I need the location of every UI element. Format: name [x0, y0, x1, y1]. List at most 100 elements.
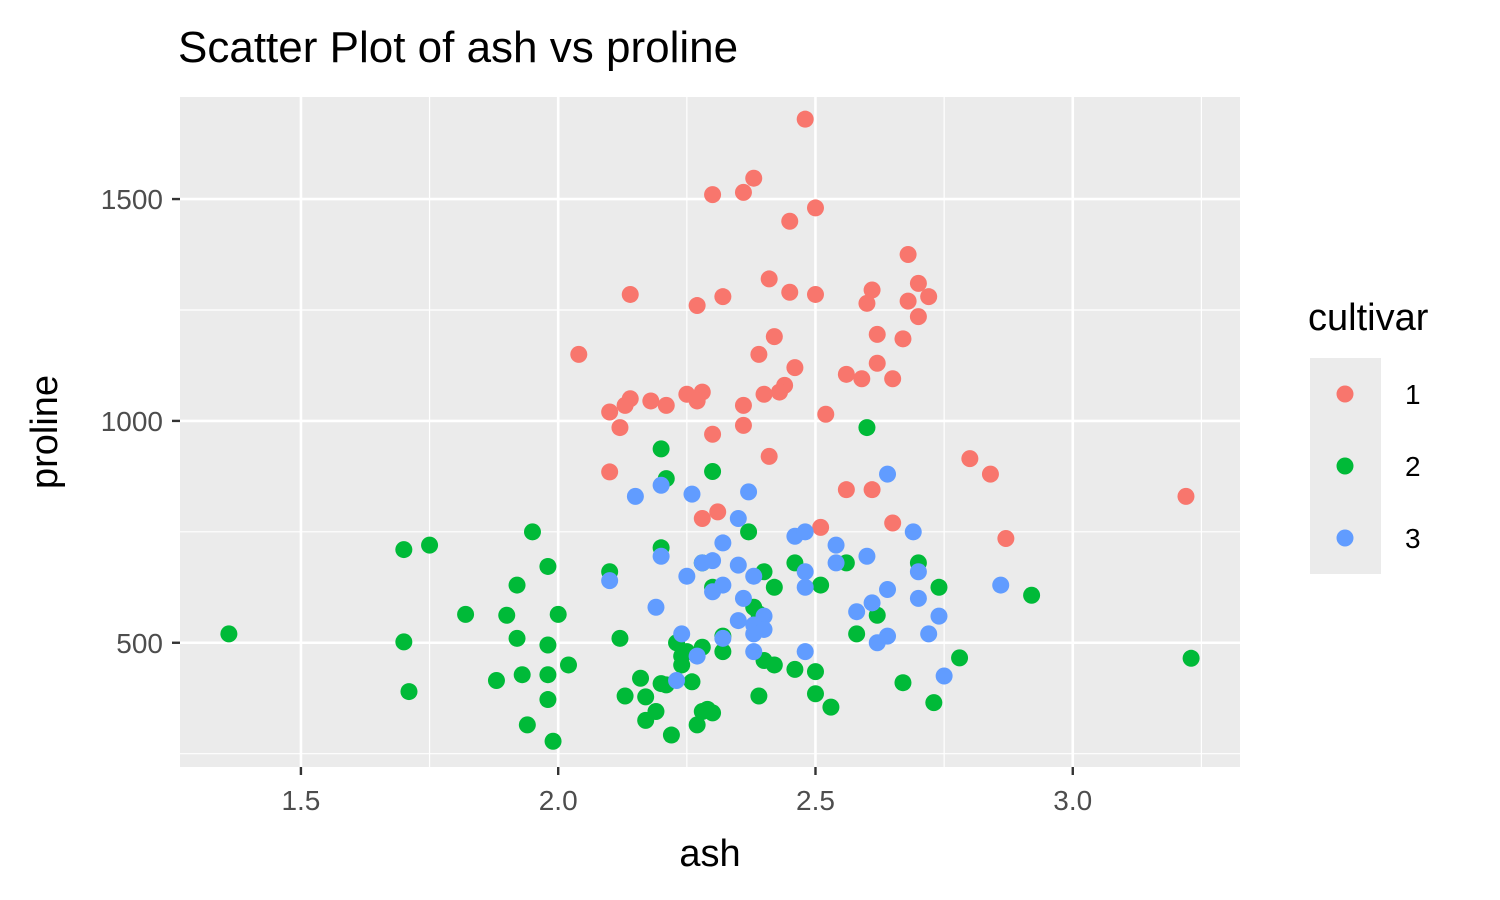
data-point: [539, 557, 557, 575]
data-point: [899, 246, 917, 264]
data-point: [997, 529, 1015, 547]
data-point: [858, 419, 876, 437]
chart-title: Scatter Plot of ash vs proline: [178, 23, 738, 72]
data-point: [518, 716, 536, 734]
data-point: [704, 425, 722, 443]
data-point: [909, 563, 927, 581]
data-point: [884, 514, 902, 532]
data-point: [863, 594, 881, 612]
data-point: [812, 576, 830, 594]
x-tick-label: 1.5: [281, 785, 320, 816]
data-point: [868, 634, 886, 652]
data-point: [611, 419, 629, 437]
data-point: [755, 385, 773, 403]
data-point: [899, 292, 917, 310]
data-point: [879, 581, 897, 599]
legend-label-3: 3: [1405, 523, 1421, 554]
data-point: [539, 666, 557, 684]
data-point: [992, 576, 1010, 594]
data-point: [683, 485, 701, 503]
axis-ticks: 1.5 2.0 2.5 3.0 500 1000 1500: [101, 184, 1093, 816]
data-point: [616, 687, 634, 705]
data-point: [673, 625, 691, 643]
data-point: [688, 297, 706, 315]
data-point: [688, 392, 706, 410]
data-point: [750, 687, 768, 705]
data-point: [652, 440, 670, 458]
data-point: [817, 405, 835, 423]
legend-key-1: [1336, 385, 1354, 403]
data-point: [930, 607, 948, 625]
data-point: [570, 345, 588, 363]
data-point: [781, 283, 799, 301]
data-point: [729, 556, 747, 574]
series-3: [601, 465, 1010, 689]
data-point: [704, 552, 722, 570]
data-point: [760, 270, 778, 288]
data-point: [909, 274, 927, 292]
data-point: [951, 649, 969, 667]
data-point: [688, 647, 706, 665]
data-point: [714, 629, 732, 647]
data-point: [765, 578, 783, 596]
data-point: [539, 636, 557, 654]
data-point: [925, 694, 943, 712]
grid-minor-lines: [180, 97, 1240, 767]
x-tick-label: 2.5: [796, 785, 835, 816]
data-point: [704, 704, 722, 722]
data-point: [796, 643, 814, 661]
legend: cultivar 1 2 3: [1308, 297, 1429, 574]
data-point: [601, 572, 619, 590]
data-point: [745, 169, 763, 187]
data-point: [806, 685, 824, 703]
data-point: [621, 285, 639, 303]
data-point: [868, 354, 886, 372]
data-point: [704, 583, 722, 601]
data-point: [796, 110, 814, 128]
legend-label-2: 2: [1405, 451, 1421, 482]
data-point: [1023, 586, 1041, 604]
data-point: [920, 288, 938, 306]
data-point: [745, 567, 763, 585]
data-point: [765, 656, 783, 674]
data-point: [487, 671, 505, 689]
data-point: [879, 465, 897, 483]
data-point: [734, 183, 752, 201]
legend-label-1: 1: [1405, 379, 1421, 410]
data-point: [626, 487, 644, 505]
data-point: [729, 612, 747, 630]
data-point: [930, 578, 948, 596]
data-point: [750, 345, 768, 363]
data-point: [513, 666, 531, 684]
data-point: [1177, 487, 1195, 505]
legend-title: cultivar: [1308, 297, 1429, 339]
data-point: [827, 554, 845, 572]
data-point: [961, 450, 979, 468]
data-point: [662, 726, 680, 744]
data-point: [853, 370, 871, 388]
data-point: [745, 625, 763, 643]
data-point: [904, 523, 922, 541]
data-point: [920, 625, 938, 643]
data-point: [616, 396, 634, 414]
data-point: [796, 563, 814, 581]
data-point: [837, 365, 855, 383]
data-point: [678, 567, 696, 585]
data-point: [740, 483, 758, 501]
data-point: [673, 656, 691, 674]
data-point: [909, 589, 927, 607]
data-point: [539, 691, 557, 709]
x-tick-label: 3.0: [1053, 785, 1092, 816]
data-point: [786, 660, 804, 678]
data-point: [683, 673, 701, 691]
data-point: [812, 518, 830, 536]
data-point: [395, 541, 413, 559]
data-point: [647, 598, 665, 616]
data-point: [848, 625, 866, 643]
x-tick-label: 2.0: [539, 785, 578, 816]
series-1: [570, 110, 1195, 547]
data-point: [981, 465, 999, 483]
data-point: [734, 589, 752, 607]
data-point: [704, 186, 722, 204]
y-axis-title: proline: [24, 375, 66, 489]
